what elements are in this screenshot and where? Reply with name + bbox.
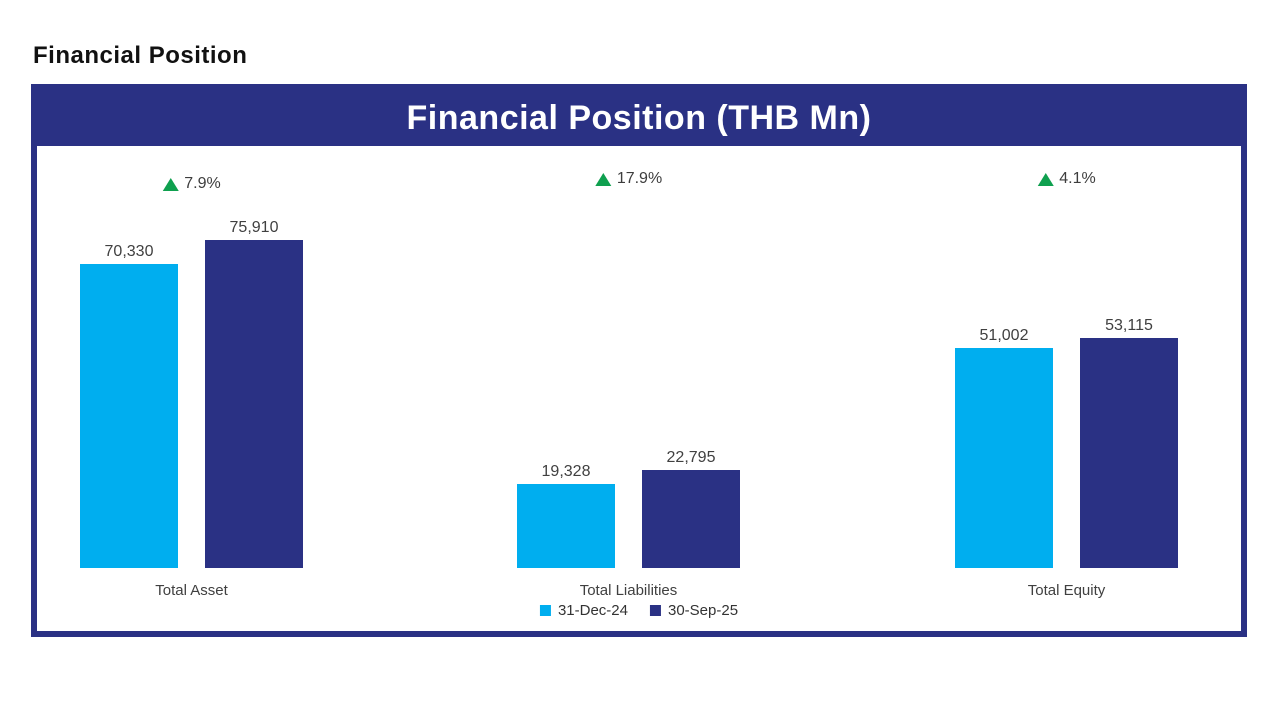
- chart-legend: 31-Dec-24 30-Sep-25: [539, 602, 739, 619]
- change-percent-label: 17.9%: [616, 170, 663, 187]
- bar-value-label: 70,330: [104, 243, 154, 260]
- bar-group: 19,328 22,795: [517, 449, 740, 568]
- bar-value-label: 19,328: [541, 463, 591, 480]
- legend-label: 31-Dec-24: [557, 602, 628, 619]
- triangle-up-icon: [594, 172, 611, 186]
- bar-value-label: 53,115: [1105, 317, 1153, 334]
- category-label: Total Equity: [1027, 582, 1106, 599]
- bar: [1080, 338, 1178, 568]
- triangle-up-icon: [1037, 172, 1054, 186]
- legend-item: 31-Dec-24: [539, 602, 628, 619]
- legend-item: 30-Sep-25: [649, 602, 739, 619]
- bar: [955, 348, 1053, 568]
- category-label: Total Asset: [155, 582, 228, 599]
- page-title: Financial Position: [33, 42, 248, 69]
- chart-card: Financial Position (THB Mn) 31-Dec-24 30-…: [31, 84, 1247, 637]
- chart-plot-area: 31-Dec-24 30-Sep-25 7.9% 70,330 75,910 Total…: [37, 146, 1241, 631]
- bar-value-label: 51,002: [979, 327, 1029, 344]
- legend-label: 30-Sep-25: [667, 602, 739, 619]
- category-label: Total Liabilities: [579, 582, 678, 599]
- chart-title: Financial Position (THB Mn): [406, 98, 872, 137]
- bar-group: 51,002 53,115: [955, 317, 1178, 568]
- bar: [80, 264, 178, 568]
- change-indicator: 4.1%: [1037, 170, 1096, 188]
- bar-value-label: 75,910: [229, 219, 279, 236]
- bar-value-label: 22,795: [666, 449, 716, 466]
- change-indicator: 17.9%: [594, 170, 663, 188]
- bar-group: 70,330 75,910: [80, 219, 303, 568]
- change-indicator: 7.9%: [162, 175, 221, 193]
- bar: [642, 470, 740, 568]
- legend-swatch: [649, 605, 661, 616]
- legend-swatch: [539, 605, 551, 616]
- change-percent-label: 7.9%: [184, 175, 221, 192]
- change-percent-label: 4.1%: [1059, 170, 1096, 187]
- bar: [205, 240, 303, 568]
- chart-header: Financial Position (THB Mn): [37, 90, 1241, 146]
- triangle-up-icon: [162, 177, 179, 191]
- bar: [517, 484, 615, 568]
